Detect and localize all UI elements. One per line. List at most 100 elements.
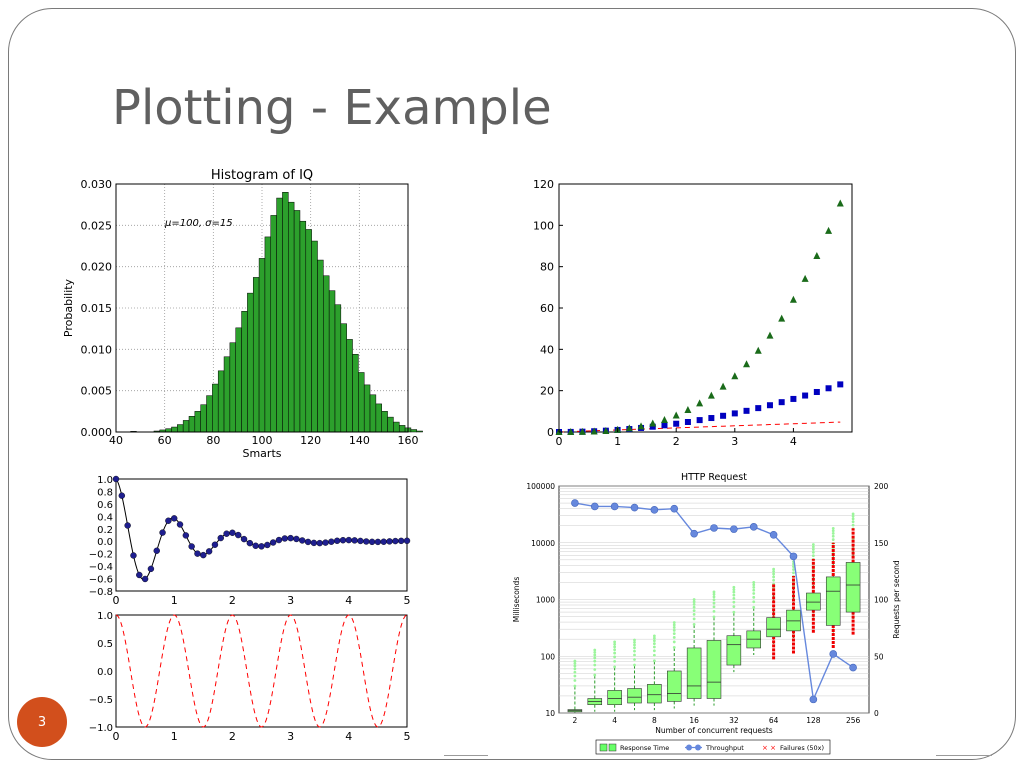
histogram-bar: [217, 370, 225, 433]
damped-marker: [287, 534, 294, 542]
http-outlier: [831, 527, 835, 530]
scatter-ytick-label: 120: [533, 178, 554, 191]
http-box: [766, 617, 781, 638]
histogram-bar: [252, 277, 260, 433]
cosine-axes: [115, 614, 408, 728]
damped-marker: [374, 538, 382, 546]
scatter-point-triangle: [707, 391, 715, 399]
http-throughput-point: [829, 650, 838, 658]
damped-marker: [205, 548, 213, 555]
http-throughput-point: [670, 504, 679, 513]
http-throughput-point: [769, 531, 778, 539]
histogram-bar: [375, 403, 382, 433]
damped-ytick-label: −0.6: [89, 575, 113, 586]
damped-marker: [304, 538, 312, 546]
http-xtick-label: 4: [612, 716, 617, 725]
http-outlier: [652, 642, 656, 646]
http-ytick-label: 100000: [526, 482, 555, 491]
http-xlabel: Number of concurrent requests: [655, 726, 773, 735]
histogram-bar: [171, 426, 178, 433]
damped-marker: [153, 547, 160, 554]
histogram-ytick-label: 0.025: [81, 219, 113, 232]
scatter-point-triangle: [766, 331, 774, 339]
scatter-ytick-label: 0: [547, 426, 554, 439]
histogram-bar: [247, 292, 254, 433]
scatter-point-triangle: [637, 422, 645, 430]
http-outlier: [573, 679, 577, 682]
http-legend-label: Response Time: [620, 744, 669, 752]
http-outlier: [573, 674, 577, 678]
cosine-xtick-label: 0: [113, 730, 120, 743]
scatter-point-triangle: [754, 346, 762, 354]
histogram-bar: [177, 424, 184, 433]
http-throughput-point: [610, 502, 619, 511]
http-outlier: [672, 621, 676, 624]
footer-divider-right: [444, 755, 488, 756]
damped-marker: [223, 530, 230, 537]
http-outlier: [672, 646, 676, 649]
http-outlier: [593, 673, 597, 677]
http-outlier: [712, 592, 716, 596]
http-box: [726, 635, 742, 666]
http-legend-swatch: × ×: [762, 744, 776, 752]
damped-marker: [246, 539, 254, 547]
http-y2tick-label: 0: [874, 709, 879, 718]
http-legend-swatch: [686, 744, 692, 751]
scatter-point-square: [649, 423, 656, 430]
http-outlier: [652, 649, 656, 653]
histogram-bar: [282, 192, 289, 433]
http-outlier: [772, 578, 776, 582]
scatter-point-triangle: [801, 274, 809, 282]
histogram-xtick-label: 140: [349, 434, 370, 447]
http-outlier: [851, 517, 855, 521]
damped-marker: [136, 571, 143, 579]
scatter-point-triangle: [602, 426, 610, 434]
histogram-bar: [334, 304, 342, 433]
http-box: [706, 640, 722, 699]
cosine-ytick-label: 0.5: [97, 639, 113, 650]
scatter-point-triangle: [567, 427, 575, 435]
cosine-ytick-label: 1.0: [97, 611, 113, 622]
damped-marker: [363, 538, 370, 545]
damped-marker: [182, 532, 190, 539]
scatter-point-triangle: [778, 314, 786, 322]
http-throughput-point: [571, 499, 579, 507]
http-y2label: Requests per second: [892, 560, 901, 639]
damped-marker: [386, 538, 393, 545]
http-outlier: [652, 639, 656, 643]
http-xtick-label: 256: [846, 716, 861, 725]
scatter-point-square: [696, 417, 703, 424]
scatter-ytick-label: 80: [540, 261, 554, 274]
histogram-bar: [288, 201, 295, 433]
http-outlier: [752, 580, 756, 584]
http-ytick-label: 10: [545, 709, 555, 718]
histogram-bar: [393, 421, 400, 433]
damped-ytick-label: 0.6: [97, 500, 113, 511]
http-outlier: [633, 653, 636, 657]
http-outlier: [593, 663, 597, 667]
http-outlier: [752, 585, 756, 589]
http-box: [845, 562, 861, 613]
http-box: [825, 576, 841, 626]
histogram-bar: [200, 404, 207, 433]
scatter-point-triangle: [684, 405, 692, 413]
damped-marker: [229, 529, 236, 537]
http-outlier: [732, 585, 736, 589]
damped-xtick-label: 4: [345, 594, 352, 607]
http-outlier: [633, 663, 636, 667]
histogram-bar: [381, 411, 388, 433]
histogram-bar: [369, 394, 377, 433]
cosine-ytick-label: −0.5: [89, 695, 113, 706]
damped-marker: [159, 529, 166, 536]
damped-marker: [124, 522, 131, 529]
damped-marker: [316, 539, 323, 547]
http-outlier: [772, 567, 776, 571]
histogram-xtick-label: 100: [252, 434, 273, 447]
http-xtick-label: 8: [652, 716, 657, 725]
damped-marker: [281, 535, 288, 542]
http-outlier: [633, 658, 636, 661]
http-throughput-point: [809, 695, 818, 704]
http-outlier: [613, 655, 617, 659]
histogram-ytick-label: 0.005: [81, 385, 113, 398]
